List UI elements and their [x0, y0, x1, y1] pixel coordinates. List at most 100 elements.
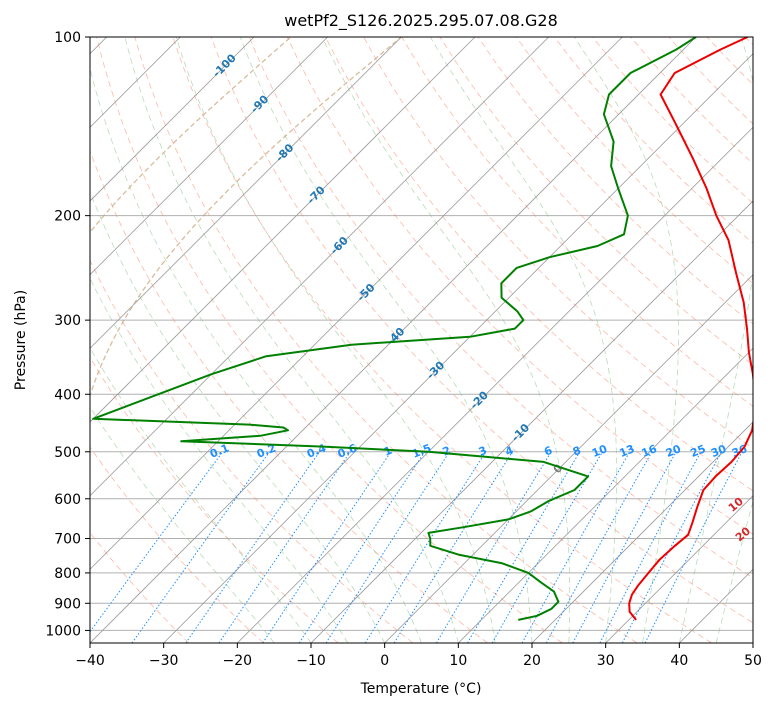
moist-adiabat — [678, 37, 753, 643]
x-tick-label: −20 — [223, 653, 253, 669]
moist-adiabat — [124, 37, 459, 643]
mixing-ratio-line — [521, 451, 631, 643]
mixing-ratio-line — [262, 451, 392, 643]
mixing-ratio-line — [218, 451, 351, 643]
dry-adiabat — [248, 37, 753, 579]
moist-adiabat — [175, 37, 496, 643]
isotherm-line — [90, 37, 697, 643]
lcl-curve — [90, 37, 402, 643]
mixing-ratio-line — [364, 451, 487, 643]
x-tick-label: 40 — [670, 653, 688, 669]
x-tick-label: 10 — [449, 653, 467, 669]
temperature-profile — [628, 37, 753, 621]
x-tick-label: −10 — [296, 653, 326, 669]
isotherm-line — [90, 37, 623, 570]
y-tick-label: 800 — [54, 566, 81, 582]
isotherm-line — [752, 642, 753, 643]
y-tick-label: 1000 — [45, 623, 81, 639]
isotherm-line — [163, 53, 753, 643]
dry-adiabat — [96, 37, 563, 643]
sounding-profiles — [92, 37, 753, 621]
moist-adiabat — [715, 500, 753, 643]
isotherm-line — [384, 274, 753, 643]
x-tick-label: 20 — [523, 653, 541, 669]
dry-adiabat-label: 40 — [762, 584, 775, 604]
y-tick-label: 100 — [54, 30, 81, 46]
dry-adiabat — [134, 37, 638, 643]
dry-adiabat — [210, 37, 753, 624]
dry-adiabat — [90, 259, 414, 643]
isotherm-line — [90, 37, 476, 423]
mixing-ratio-label: 1 — [382, 444, 394, 459]
moist-adiabat — [90, 406, 275, 643]
x-tick-label: 0 — [380, 653, 389, 669]
chart-title: wetPf2_S126.2025.295.07.08.G28 — [284, 11, 558, 31]
mixing-ratio-line — [393, 451, 513, 643]
mixing-ratio-line — [572, 451, 677, 643]
x-tick-label: 50 — [744, 653, 762, 669]
mixing-ratio-lines — [90, 451, 743, 643]
y-tick-label: 200 — [54, 209, 81, 225]
dry-adiabat — [90, 446, 264, 643]
mixing-ratio-label: 25 — [689, 442, 708, 460]
dry-adiabat — [325, 37, 753, 492]
mixing-ratio-label: 2 — [441, 444, 453, 459]
mixing-ratio-line — [185, 451, 321, 643]
isotherm-line — [90, 37, 549, 497]
y-axis-label: Pressure (hPa) — [13, 290, 29, 390]
isotherm-line — [90, 37, 328, 276]
dry-adiabat — [477, 37, 753, 325]
isotherms — [90, 37, 753, 643]
y-tick-label: 500 — [54, 445, 81, 461]
dry-adiabat-label: 30 — [753, 556, 773, 576]
mixing-ratio-label: 3 — [477, 444, 489, 459]
mixing-ratio-line — [545, 451, 653, 643]
mixing-ratio-line — [621, 451, 722, 643]
dry-adiabat — [515, 37, 753, 284]
isotherm-line — [90, 37, 255, 202]
mixing-ratio-line — [644, 451, 743, 643]
mixing-ratio-label: 20 — [664, 442, 683, 460]
isotherm-line — [605, 495, 753, 643]
mixing-ratio-line — [298, 451, 426, 643]
plot-frame — [89, 36, 754, 644]
y-tick-label: 300 — [54, 313, 81, 329]
mixing-ratio-label: 8 — [571, 444, 583, 459]
moist-adiabat — [90, 190, 386, 643]
isotherm-line — [90, 37, 402, 349]
y-tick-label: 900 — [54, 596, 81, 612]
mixing-ratio-line — [90, 451, 224, 633]
y-tick-label: 400 — [54, 387, 81, 403]
isotherm-line — [237, 126, 753, 643]
moist-adiabat — [429, 37, 618, 643]
isotherm-line — [310, 200, 753, 643]
y-tick-label: 600 — [54, 492, 81, 508]
dry-adiabat — [172, 37, 712, 643]
axes: −40 −30 −20 −10 0 10 20 30 40 50 100 200 300 400 500 60… — [45, 30, 762, 669]
isotherm-line — [458, 347, 753, 643]
x-axis-label: Temperature (°C) — [360, 681, 482, 697]
moist-adiabat — [90, 277, 349, 643]
mixing-ratio-line — [131, 451, 271, 643]
mixing-ratio-line — [435, 451, 552, 643]
mixing-ratio-label: 30 — [709, 442, 728, 460]
moist-adiabats — [90, 37, 753, 643]
x-tick-label: −40 — [75, 653, 105, 669]
mixing-ratio-label: 16 — [640, 442, 659, 460]
moist-adiabat — [321, 37, 571, 643]
dewpoint-profile — [92, 37, 697, 621]
mixing-ratio-label: 10 — [590, 442, 609, 460]
mixing-ratio-line — [599, 451, 702, 643]
x-tick-label: 30 — [597, 653, 615, 669]
lcl-curves — [90, 37, 402, 643]
moist-adiabat — [239, 37, 533, 643]
moist-adiabat — [573, 37, 679, 643]
moist-adiabat — [90, 66, 422, 643]
mixing-ratio-line — [325, 451, 451, 643]
mixing-ratio-label: 13 — [617, 442, 636, 460]
x-tick-label: −30 — [149, 653, 179, 669]
y-tick-label: 700 — [54, 532, 81, 548]
dry-adiabat — [286, 37, 753, 535]
isotherm-line — [531, 421, 753, 643]
